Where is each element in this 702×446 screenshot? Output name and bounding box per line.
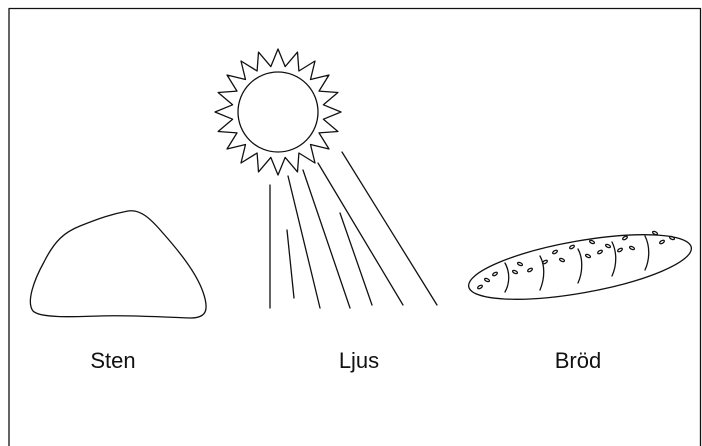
seed (542, 260, 548, 265)
seed (569, 245, 575, 250)
frame (9, 9, 701, 446)
seed (484, 278, 490, 283)
sun-spikes (215, 49, 341, 175)
bread (464, 222, 696, 312)
illustration: Sten Ljus Bröd (0, 0, 702, 446)
seed (597, 250, 603, 255)
light-rays (270, 152, 437, 308)
seed (559, 258, 565, 263)
label: Bröd (555, 348, 601, 373)
seed (552, 250, 558, 255)
label: Ljus (339, 348, 379, 373)
seed (659, 240, 665, 245)
seed (585, 254, 591, 259)
seed (617, 248, 623, 253)
seed (605, 244, 611, 249)
seed (669, 236, 675, 241)
seed (589, 240, 595, 245)
stone (30, 211, 206, 318)
sun (215, 49, 437, 308)
label: Sten (90, 348, 135, 373)
seed (492, 272, 498, 277)
seed (517, 262, 523, 267)
seed (527, 268, 533, 273)
seed (477, 285, 483, 290)
seed (622, 236, 628, 241)
seed (512, 270, 518, 275)
seed (629, 246, 635, 251)
